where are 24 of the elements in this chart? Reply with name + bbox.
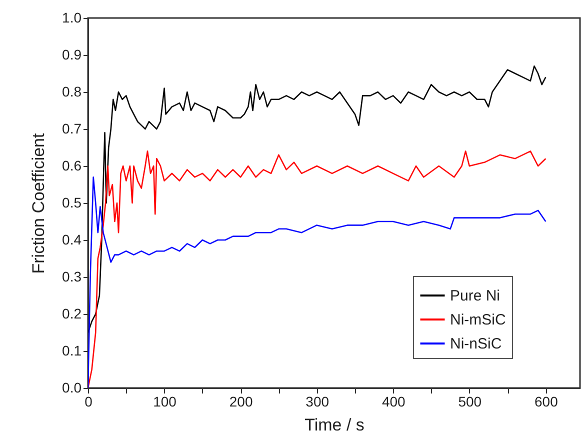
y-tick-label: 0.4 [62, 232, 82, 248]
x-tick-label: 300 [306, 394, 330, 410]
x-tick-label: 600 [534, 394, 558, 410]
y-tick-label: 1.0 [62, 10, 82, 26]
legend-label: Ni-mSiC [450, 312, 506, 328]
y-tick-label: 0.2 [62, 306, 82, 322]
x-tick-label: 200 [229, 394, 253, 410]
y-tick-label: 0.1 [62, 342, 82, 358]
y-axis-title: Friction Coefficient [29, 132, 48, 274]
y-tick-label: 0.7 [62, 120, 82, 136]
y-tick-label: 0.9 [62, 46, 82, 62]
y-tick-label: 0.8 [62, 84, 82, 100]
x-tick-label: 500 [458, 394, 482, 410]
y-tick-label: 0.5 [62, 194, 82, 210]
x-axis-title: Time / s [304, 416, 364, 434]
x-tick-label: 400 [382, 394, 406, 410]
x-tick-label: 0 [84, 394, 93, 410]
legend-label: Ni-nSiC [450, 336, 502, 352]
y-tick-label: 0.3 [62, 268, 82, 284]
line-series [88, 65, 546, 334]
y-tick-label: 0.6 [62, 158, 82, 174]
x-tick-label: 100 [153, 394, 177, 410]
y-tick-label: 0.0 [62, 380, 82, 396]
legend-label: Pure Ni [450, 288, 500, 304]
